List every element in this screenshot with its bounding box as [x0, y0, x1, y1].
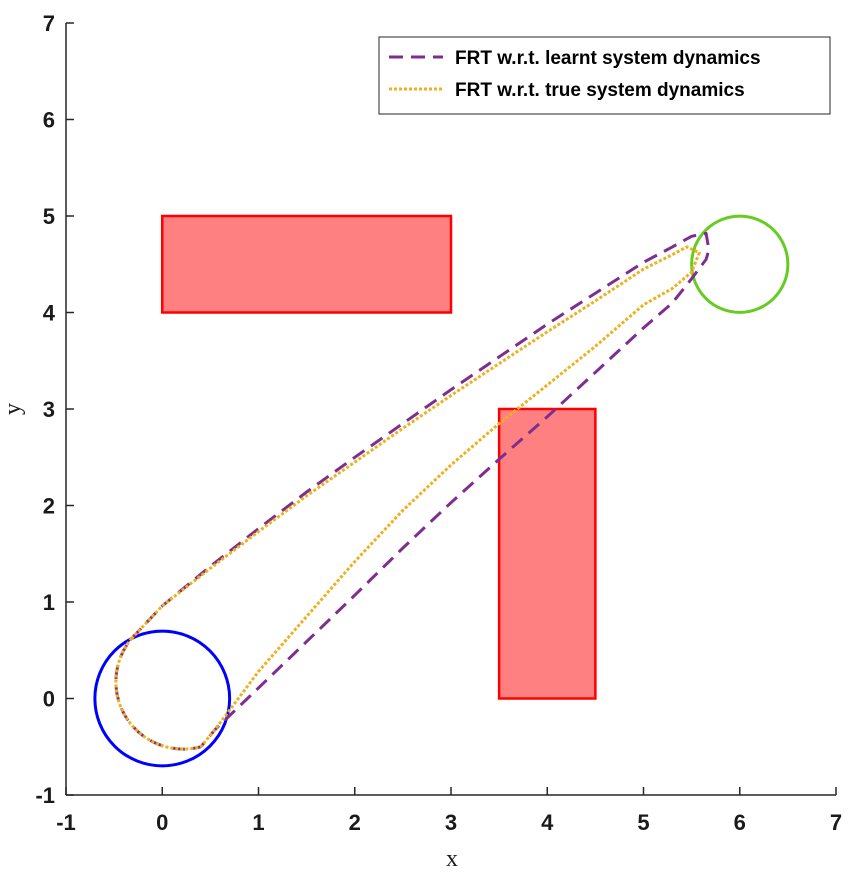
legend-label-learnt: FRT w.r.t. learnt system dynamics: [455, 48, 761, 69]
axes: [65, 22, 837, 796]
region-layer: [93, 214, 790, 768]
y-tick-label: 6: [43, 108, 55, 133]
y-tick-label: 5: [43, 204, 55, 229]
y-tick-label: 1: [43, 590, 55, 615]
start-region-circle: [93, 629, 232, 768]
x-tick-label: 6: [734, 810, 746, 835]
y-axis-label: y: [0, 403, 26, 415]
series-line-1: [114, 245, 701, 751]
y-tick-label: 7: [43, 11, 55, 36]
legend-label-true: FRT w.r.t. true system dynamics: [455, 80, 745, 101]
x-axis-label: x: [446, 846, 458, 872]
goal-region-circle: [690, 214, 790, 314]
legend: FRT w.r.t. learnt system dynamics FRT w.…: [378, 36, 831, 115]
series-layer: [114, 231, 711, 751]
tick-labels: -1 0 1 2 3 4 5 6 7 -1 0 1 2 3 4 5 6 7: [35, 11, 842, 835]
obstacle-1: [497, 407, 597, 700]
y-tick-label: 0: [43, 687, 55, 712]
legend-box: [378, 36, 831, 115]
x-tick-label: 5: [637, 810, 649, 835]
obstacle-layer: [161, 214, 597, 700]
x-tick-label: 7: [830, 810, 842, 835]
x-tick-label: 4: [541, 810, 554, 835]
y-tick-label: -1: [35, 783, 55, 808]
obstacle-0: [161, 214, 453, 314]
x-tick-label: 0: [156, 810, 168, 835]
y-tick-label: 2: [43, 494, 55, 519]
x-tick-label: 2: [349, 810, 361, 835]
x-tick-label: -1: [56, 810, 76, 835]
y-tick-label: 4: [43, 301, 56, 326]
x-tick-label: 1: [252, 810, 264, 835]
x-tick-label: 3: [445, 810, 457, 835]
y-tick-label: 3: [43, 397, 55, 422]
